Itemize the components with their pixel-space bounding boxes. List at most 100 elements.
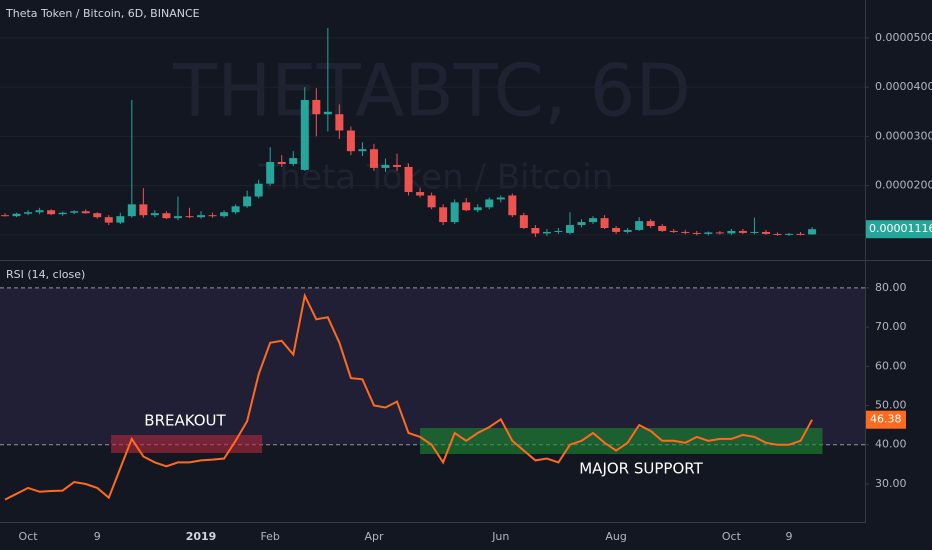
candle-body <box>162 213 171 219</box>
last-price-box <box>866 220 932 239</box>
candle-body <box>554 230 563 232</box>
candle-body <box>208 215 217 217</box>
candle-body <box>220 212 229 217</box>
candle-body <box>658 226 667 231</box>
candle-body <box>808 229 817 235</box>
candle-body <box>12 213 21 217</box>
x-tick-label: Oct <box>722 530 742 543</box>
candle-body <box>496 197 505 200</box>
x-tick-label: 9 <box>786 530 793 543</box>
candle-body <box>519 215 528 228</box>
candle-body <box>47 210 56 215</box>
x-tick-label: Aug <box>605 530 626 543</box>
candle-body <box>197 215 206 218</box>
candle-body <box>612 227 621 232</box>
annotation-text: MAJOR SUPPORT <box>579 460 703 478</box>
candle-body <box>600 218 609 228</box>
last-value-box <box>866 410 906 429</box>
candle-body <box>312 99 321 115</box>
candle-body <box>416 192 425 196</box>
candle-body <box>116 216 125 223</box>
candle-body <box>266 162 275 184</box>
watermark: THETABTC, 6D <box>172 49 691 133</box>
candle-body <box>185 216 194 218</box>
candle-body <box>646 221 655 227</box>
candle-body <box>277 162 286 164</box>
y-tick-label: 70.00 <box>875 320 907 333</box>
annotation-box <box>111 435 263 453</box>
candle-body <box>289 158 298 164</box>
candle-body <box>577 222 586 226</box>
candle-body <box>358 149 367 152</box>
x-tick-label: Jun <box>491 530 509 543</box>
watermark-subtitle: Theta Token / Bitcoin <box>258 158 614 198</box>
x-tick-label: Feb <box>260 530 279 543</box>
candle-body <box>542 231 551 234</box>
candle-body <box>427 195 436 208</box>
candle-body <box>231 206 240 213</box>
candle-body <box>104 217 113 223</box>
y-tick-label: 40.00 <box>875 438 907 451</box>
candle-body <box>704 232 713 234</box>
candle-body <box>727 230 736 234</box>
candle-body <box>335 114 344 131</box>
candle-body <box>300 99 309 170</box>
candle-body <box>70 211 79 213</box>
candle-body <box>1 215 9 217</box>
x-tick-label: 9 <box>94 530 101 543</box>
candle-body <box>393 164 402 167</box>
candle-body <box>508 195 517 216</box>
candle-body <box>796 233 805 235</box>
candle-body <box>139 204 148 216</box>
candle-body <box>462 202 471 211</box>
candle-body <box>24 212 33 214</box>
candle-body <box>715 232 724 234</box>
last-price-label: 0.00001116 <box>869 222 932 235</box>
candle-body <box>681 231 690 233</box>
annotation-text: BREAKOUT <box>144 412 226 430</box>
candle-body <box>58 212 67 215</box>
candle-body <box>773 233 782 235</box>
candle-body <box>692 232 701 234</box>
candle-body <box>254 183 263 197</box>
candle-body <box>623 229 632 232</box>
candle-body <box>173 216 182 219</box>
candle-body <box>589 218 598 223</box>
candle-body <box>439 207 448 223</box>
candle-body <box>243 196 252 207</box>
candle-body <box>450 202 459 223</box>
candle-body <box>635 221 644 230</box>
rsi-line <box>4 292 813 501</box>
last-value-label: 46.38 <box>870 413 902 426</box>
indicator-title: RSI (14, close) <box>6 268 85 281</box>
y-tick-label: 50.00 <box>875 399 907 412</box>
plot: 0.000010000.000020000.000030000.00004000… <box>0 28 932 543</box>
candle-body <box>35 210 44 213</box>
candle-body <box>369 149 378 168</box>
candle-body <box>127 204 136 217</box>
x-tick-label: Apr <box>364 530 384 543</box>
candle-body <box>346 130 355 152</box>
x-tick-label: 2019 <box>186 530 217 543</box>
candle-body <box>761 231 770 234</box>
candle-body <box>381 164 390 168</box>
candle-body <box>785 233 794 235</box>
x-tick-label: Oct <box>19 530 39 543</box>
candle-body <box>323 111 332 115</box>
candle-body <box>565 225 574 233</box>
candle-body <box>150 213 159 216</box>
candle-body <box>473 207 482 211</box>
candle-body <box>93 213 102 218</box>
annotation-box <box>420 428 823 454</box>
candle-body <box>669 230 678 232</box>
band-fill <box>0 287 865 445</box>
candle-body <box>750 231 759 233</box>
chart-title: Theta Token / Bitcoin, 6D, BINANCE <box>5 7 200 20</box>
y-tick-label: 60.00 <box>875 359 907 372</box>
